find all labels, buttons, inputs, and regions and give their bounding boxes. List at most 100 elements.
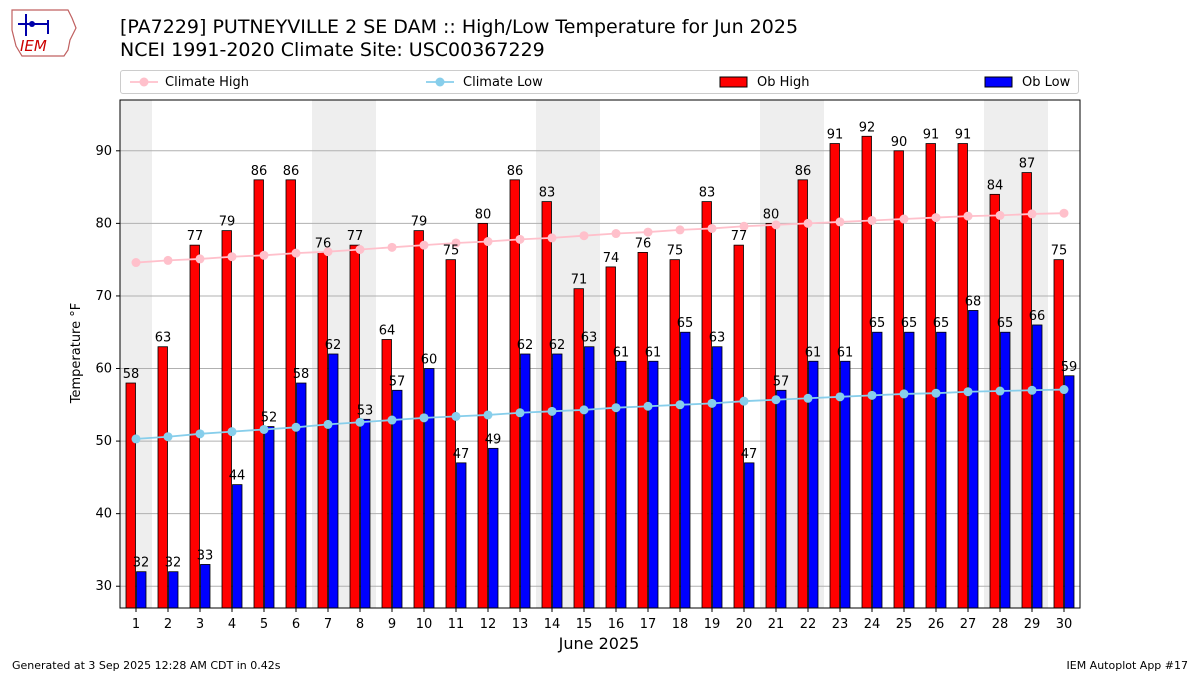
data-label-ob-low: 62 (549, 338, 566, 353)
legend-label: Ob Low (1022, 74, 1071, 90)
climate-high-point (355, 244, 365, 254)
climate-low-point (963, 387, 973, 397)
data-label-ob-high: 91 (923, 128, 940, 143)
y-tick-label: 90 (95, 144, 112, 159)
data-label-ob-high: 83 (699, 186, 716, 201)
data-label-ob-low: 58 (293, 367, 310, 382)
x-tick-label: 21 (768, 617, 785, 632)
data-label-ob-high: 87 (1019, 157, 1036, 172)
climate-low-point (1027, 385, 1037, 395)
bar-ob-low (648, 360, 659, 609)
bar-ob-high (669, 259, 680, 609)
data-labels: 58 32 63 32 77 33 79 44 86 52 86 58 76 62 77 53 64 57 79 60… (123, 120, 1078, 570)
climate-high-point (387, 242, 397, 252)
weekend-shading (120, 100, 1048, 608)
bar-ob-low (1032, 324, 1043, 609)
iowa-outline-icon (11, 9, 77, 57)
bar-ob-low (584, 346, 595, 609)
data-label-ob-low: 57 (389, 374, 406, 389)
climate-high-point (931, 213, 941, 223)
x-tick-label: 13 (512, 617, 529, 632)
bar-ob-low (808, 360, 819, 609)
bar-ob-low (552, 353, 563, 609)
data-label-ob-high: 64 (379, 323, 396, 338)
bar-ob-low (488, 447, 499, 609)
climate-lines (131, 208, 1069, 444)
climate-low-point (419, 413, 429, 423)
logo-text: IEM (20, 37, 47, 55)
data-label-ob-high: 75 (1051, 244, 1068, 259)
footer-generated: Generated at 3 Sep 2025 12:28 AM CDT in … (12, 659, 281, 672)
data-label-ob-low: 49 (485, 432, 502, 447)
x-tick-label: 3 (196, 617, 204, 632)
data-label-ob-low: 61 (645, 345, 662, 360)
climate-high-point (131, 258, 141, 268)
data-label-ob-low: 61 (837, 345, 854, 360)
data-label-ob-high: 77 (731, 229, 748, 244)
climate-high-point (739, 221, 749, 231)
data-label-ob-high: 86 (795, 164, 812, 179)
data-label-ob-high: 79 (219, 215, 236, 230)
x-tick-label: 17 (640, 617, 657, 632)
grid-lines (120, 150, 1080, 587)
climate-high-point (195, 254, 205, 264)
x-tick-label: 20 (736, 617, 753, 632)
data-label-ob-low: 65 (677, 316, 694, 331)
x-tick-label: 27 (960, 617, 977, 632)
climate-low-point (355, 417, 365, 427)
climate-high-point (899, 214, 909, 224)
data-label-ob-low: 53 (357, 403, 374, 418)
data-label-ob-low: 33 (197, 548, 214, 563)
bar-ob-low (328, 353, 339, 609)
legend-label: Climate Low (463, 74, 543, 90)
footer-app: IEM Autoplot App #17 (1066, 659, 1189, 672)
bar-ob-low (872, 331, 883, 609)
x-tick-label: 26 (928, 617, 945, 632)
data-label-ob-low: 65 (869, 316, 886, 331)
legend-item-climate-low: Climate Low (425, 71, 543, 93)
bar-ob-high (157, 346, 168, 609)
data-label-ob-high: 58 (123, 367, 140, 382)
climate-high-point (611, 229, 621, 239)
data-label-ob-high: 90 (891, 135, 908, 150)
bar-ob-high (797, 179, 808, 609)
climate-low-point (1059, 385, 1069, 395)
climate-high-point (963, 211, 973, 221)
bar-ob-high (253, 179, 264, 609)
x-tick-label: 12 (480, 617, 497, 632)
climate-high-point (451, 238, 461, 248)
climate-low-point (483, 410, 493, 420)
climate-high-point (163, 255, 173, 265)
climate-low-point (547, 406, 557, 416)
bar-ob-high (765, 222, 776, 609)
legend-swatch-ob-high (719, 76, 748, 88)
climate-high-point (515, 234, 525, 244)
bar-ob-low (936, 331, 947, 609)
bar-ob-high (285, 179, 296, 609)
weekend-shade (344, 100, 376, 608)
weekend-shade (120, 100, 152, 608)
chart-title: [PA7229] PUTNEYVILLE 2 SE DAM :: High/Lo… (120, 16, 799, 38)
bar-ob-low (424, 368, 435, 609)
bar-ob-high (893, 150, 904, 609)
data-label-ob-high: 74 (603, 251, 620, 266)
data-label-ob-high: 76 (315, 236, 332, 251)
data-label-ob-low: 62 (517, 338, 534, 353)
climate-high-point (227, 252, 237, 262)
bar-ob-low (360, 418, 371, 609)
chart-legend: Climate High Climate Low Ob High Ob Low (120, 70, 1079, 94)
climate-high-point (547, 233, 557, 243)
data-label-ob-low: 62 (325, 338, 342, 353)
y-tick-label: 50 (95, 434, 112, 449)
legend-swatch-climate-high (130, 77, 158, 87)
climate-high-point (835, 217, 845, 227)
bar-ob-high (125, 382, 136, 609)
y-axis-label: Temperature °F (69, 303, 84, 404)
bar-ob-low (200, 564, 211, 609)
data-label-ob-high: 83 (539, 186, 556, 201)
bar-ob-high (989, 193, 1000, 609)
bar-ob-high (413, 230, 424, 609)
x-tick-label: 8 (356, 617, 364, 632)
